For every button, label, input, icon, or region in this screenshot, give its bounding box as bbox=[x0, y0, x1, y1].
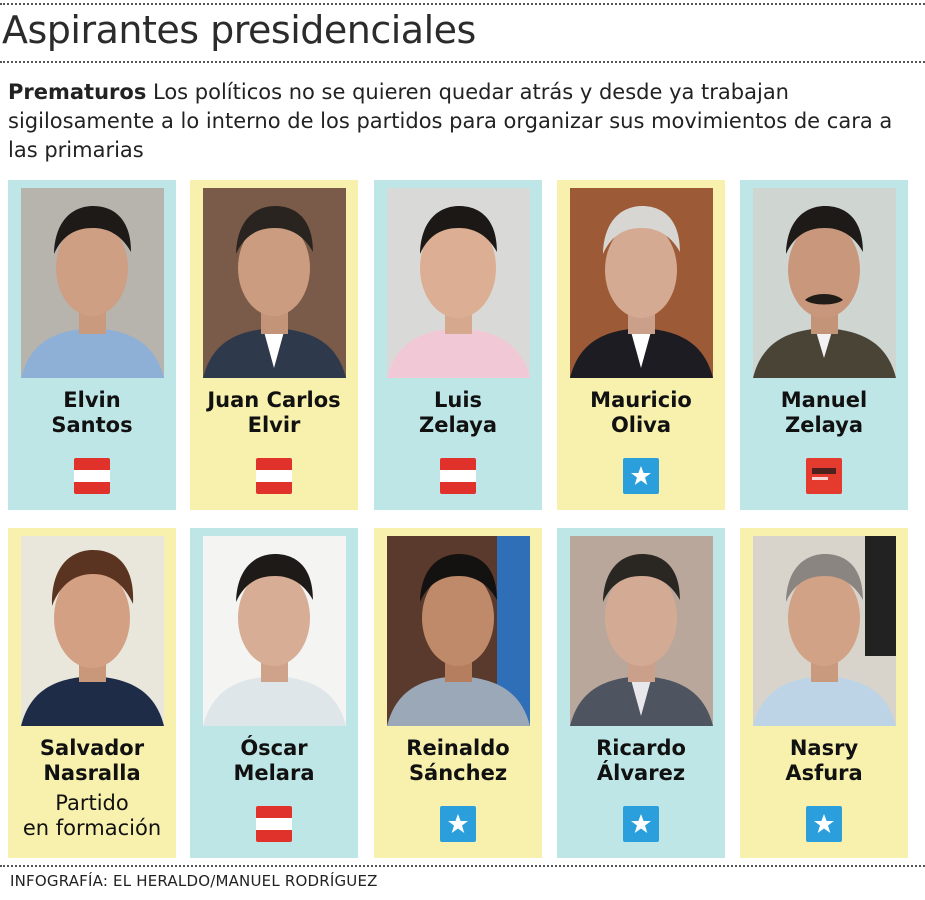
candidate-name: Nasry Asfura bbox=[785, 736, 863, 785]
candidate-name: Óscar Melara bbox=[233, 736, 315, 785]
footer-dotted-rule bbox=[0, 865, 925, 867]
candidate-photo bbox=[387, 188, 530, 378]
candidate-card-3: Luis Zelaya bbox=[374, 180, 542, 510]
candidate-card-9: Ricardo Álvarez bbox=[557, 528, 725, 858]
intro-text: Los políticos no se quieren quedar atrás… bbox=[8, 80, 893, 162]
candidate-card-2: Juan Carlos Elvir bbox=[190, 180, 358, 510]
candidate-photo bbox=[203, 188, 346, 378]
candidate-photo bbox=[21, 536, 164, 726]
candidate-name: Manuel Zelaya bbox=[780, 388, 868, 437]
credit-line: INFOGRAFÍA: EL HERALDO/MANUEL RODRÍGUEZ bbox=[10, 872, 378, 890]
candidate-photo bbox=[753, 536, 896, 726]
top-dotted-rule bbox=[0, 3, 925, 5]
nacional-flag-icon bbox=[623, 806, 659, 842]
candidate-card-5: Manuel Zelaya bbox=[740, 180, 908, 510]
nacional-flag-icon bbox=[623, 458, 659, 494]
candidate-photo bbox=[753, 188, 896, 378]
title-dotted-rule bbox=[0, 61, 925, 63]
candidate-card-10: Nasry Asfura bbox=[740, 528, 908, 858]
candidate-name: Reinaldo Sánchez bbox=[406, 736, 510, 785]
page-title: Aspirantes presidenciales bbox=[2, 8, 476, 52]
nacional-flag-icon bbox=[806, 806, 842, 842]
libre-flag-icon bbox=[806, 458, 842, 494]
candidate-name: Salvador Nasralla bbox=[39, 736, 145, 785]
candidate-name: Ricardo Álvarez bbox=[596, 736, 686, 785]
candidate-name: Mauricio Oliva bbox=[590, 388, 692, 437]
nacional-flag-icon bbox=[440, 806, 476, 842]
candidate-card-7: Óscar Melara bbox=[190, 528, 358, 858]
liberal-flag-icon bbox=[74, 458, 110, 494]
candidate-card-8: Reinaldo Sánchez bbox=[374, 528, 542, 858]
candidate-photo bbox=[387, 536, 530, 726]
candidate-photo bbox=[570, 536, 713, 726]
candidate-photo bbox=[21, 188, 164, 378]
candidate-card-4: Mauricio Oliva bbox=[557, 180, 725, 510]
liberal-flag-icon bbox=[256, 458, 292, 494]
party-note: Partido en formación bbox=[22, 791, 162, 840]
intro-paragraph: Prematuros Los políticos no se quieren q… bbox=[8, 78, 913, 165]
candidate-name: Luis Zelaya bbox=[418, 388, 498, 437]
candidate-photo bbox=[570, 188, 713, 378]
candidate-name: Elvin Santos bbox=[51, 388, 133, 437]
intro-lead: Prematuros bbox=[8, 80, 147, 104]
candidate-card-6: Salvador Nasralla Partido en formación bbox=[8, 528, 176, 858]
liberal-flag-icon bbox=[440, 458, 476, 494]
candidate-card-1: Elvin Santos bbox=[8, 180, 176, 510]
candidate-photo bbox=[203, 536, 346, 726]
liberal-flag-icon bbox=[256, 806, 292, 842]
candidate-name: Juan Carlos Elvir bbox=[207, 388, 341, 437]
